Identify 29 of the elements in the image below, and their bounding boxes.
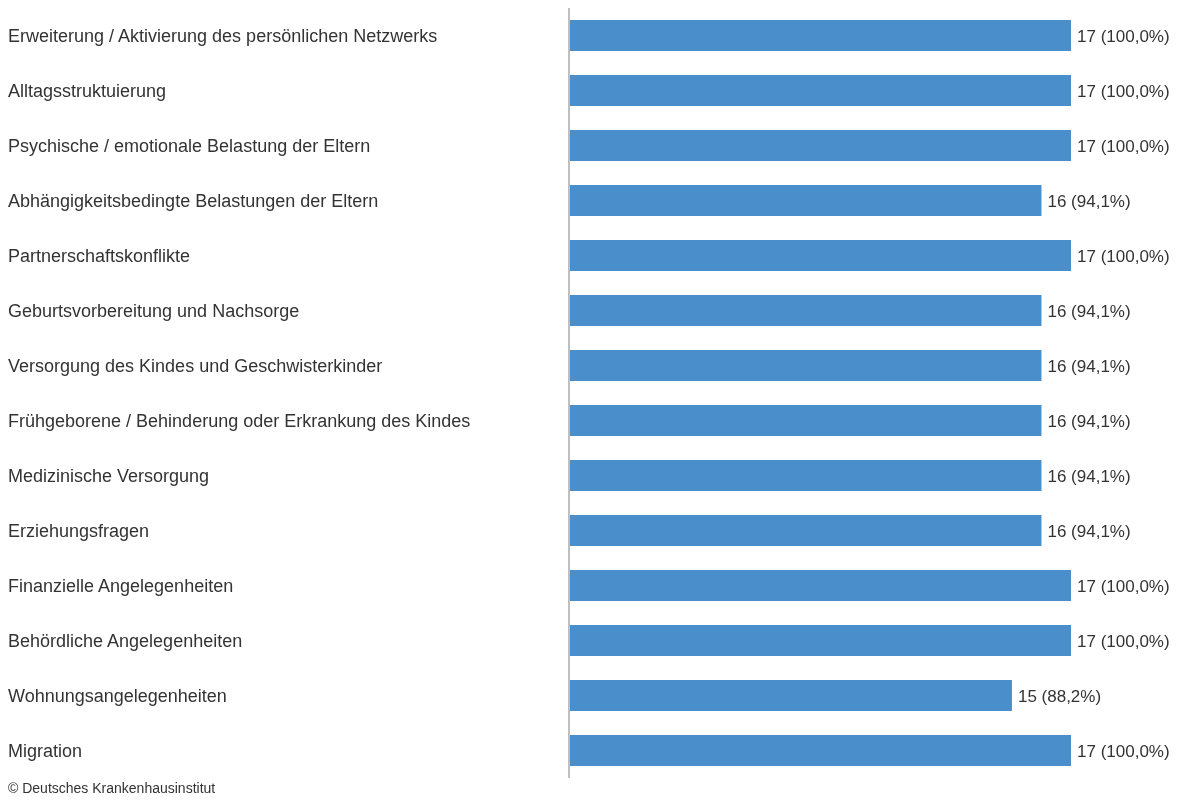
y-tick-label: Frühgeborene / Behinderung oder Erkrankung des Kindes xyxy=(8,410,471,431)
data-label: 17 (100,0%) xyxy=(1077,631,1170,651)
y-tick-label: Behördliche Angelegenheiten xyxy=(8,630,243,651)
data-label: 16 (94,1%) xyxy=(1047,521,1131,541)
y-tick-label: Geburtsvorbereitung und Nachsorge xyxy=(8,300,300,321)
y-tick-label: Erziehungsfragen xyxy=(8,520,150,541)
data-label: 17 (100,0%) xyxy=(1077,246,1170,266)
data-label: 17 (100,0%) xyxy=(1077,741,1170,761)
data-label: 16 (94,1%) xyxy=(1047,466,1131,486)
data-label: 16 (94,1%) xyxy=(1047,191,1131,211)
data-label: 16 (94,1%) xyxy=(1047,356,1131,376)
data-label: 17 (100,0%) xyxy=(1077,81,1170,101)
y-tick-label: Migration xyxy=(8,740,83,761)
y-tick-label: Partnerschaftskonflikte xyxy=(8,245,191,266)
y-tick-label: Psychische / emotionale Belastung der Eltern xyxy=(8,135,371,156)
y-tick-label: Medizinische Versorgung xyxy=(8,465,210,486)
y-tick-label: Erweiterung / Aktivierung des persönlichen Netzwerks xyxy=(8,25,438,46)
data-label: 17 (100,0%) xyxy=(1077,26,1170,46)
data-label: 15 (88,2%) xyxy=(1017,686,1102,706)
y-tick-label: Wohnungsangelegenheiten xyxy=(8,685,227,706)
data-label: 16 (94,1%) xyxy=(1047,411,1131,431)
y-tick-label: Finanzielle Angelegenheiten xyxy=(8,575,234,596)
data-label: 17 (100,0%) xyxy=(1077,576,1170,596)
y-tick-label: Alltagsstruktuierung xyxy=(8,80,167,101)
y-tick-label: Abhängigkeitsbedingte Belastungen der Eltern xyxy=(8,190,379,211)
data-label: 16 (94,1%) xyxy=(1047,301,1131,321)
y-tick-label: Versorgung des Kindes und Geschwisterkinder xyxy=(8,355,383,376)
data-label: 17 (100,0%) xyxy=(1077,136,1170,156)
text: © Deutsches Krankenhausinstitut xyxy=(8,780,217,796)
